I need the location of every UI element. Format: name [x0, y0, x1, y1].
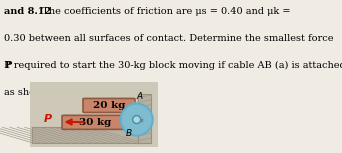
Text: A: A	[137, 92, 143, 101]
Ellipse shape	[121, 104, 153, 136]
Text: and 8.12: and 8.12	[4, 7, 51, 16]
Text: B: B	[126, 129, 132, 138]
Text: 0.30 between all surfaces of contact. Determine the smallest force: 0.30 between all surfaces of contact. De…	[4, 34, 333, 43]
Text: 20 kg: 20 kg	[93, 101, 125, 110]
Text: P: P	[4, 61, 12, 70]
Bar	[29, 82, 158, 147]
Text: P required to start the 30-kg block moving if cable AB (a) is attached: P required to start the 30-kg block movi…	[4, 61, 342, 70]
Text: The coefficients of friction are μs = 0.40 and μk =: The coefficients of friction are μs = 0.…	[36, 7, 290, 16]
Text: 30 kg: 30 kg	[79, 118, 111, 127]
Text: as shown, (b) is removed.: as shown, (b) is removed.	[4, 88, 131, 97]
FancyBboxPatch shape	[62, 115, 129, 129]
FancyBboxPatch shape	[83, 98, 135, 112]
Text: P: P	[44, 114, 52, 124]
Bar	[138, 93, 152, 144]
Bar	[32, 127, 148, 144]
Ellipse shape	[133, 116, 141, 124]
